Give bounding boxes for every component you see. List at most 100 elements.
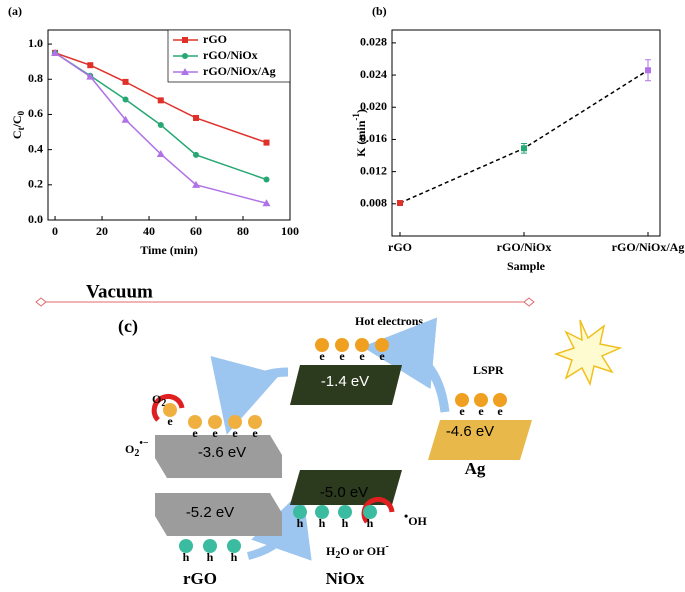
carrier <box>179 539 193 553</box>
carrier-label: e <box>459 404 465 418</box>
slab <box>155 435 282 478</box>
slab <box>428 420 532 460</box>
x-tick-label: 40 <box>143 224 155 238</box>
level-label: -5.2 eV <box>186 504 234 521</box>
carrier-label: e <box>359 349 365 363</box>
y-axis-label-part: K (min <box>354 120 368 157</box>
arrow <box>362 317 450 413</box>
lspr-label: LSPR <box>473 363 504 377</box>
x-axis-label: Time (min) <box>140 243 197 257</box>
vacuum-end <box>35 297 535 307</box>
level-label: -5.0 eV <box>320 484 368 501</box>
legend-marker <box>182 53 188 59</box>
carrier <box>293 505 307 519</box>
slab <box>155 493 282 536</box>
carrier-label: e <box>167 414 173 428</box>
data-point <box>262 199 271 207</box>
x-axis-label: Sample <box>507 259 546 273</box>
carrier <box>363 505 377 519</box>
carrier-label: e <box>497 404 503 418</box>
x-tick-label: rGO <box>388 240 412 254</box>
carrier <box>455 393 469 407</box>
carrier <box>375 338 389 352</box>
legend-marker <box>182 37 188 43</box>
carrier-label: e <box>379 349 385 363</box>
material-label: rGO <box>183 569 217 588</box>
y-axis-label-part: /C <box>10 115 24 128</box>
carrier <box>228 415 242 429</box>
carrier-label: h <box>367 516 374 530</box>
data-point <box>645 67 651 74</box>
data-point <box>122 96 129 103</box>
carrier-label: e <box>319 349 325 363</box>
carrier <box>315 505 329 519</box>
carrier-label: e <box>232 426 238 440</box>
legend-label: rGO/NiOx/Ag <box>203 64 276 78</box>
carrier <box>227 539 241 553</box>
carrier <box>335 338 349 352</box>
x-tick-label: 0 <box>52 224 58 238</box>
data-point <box>192 180 201 188</box>
carrier <box>208 415 222 429</box>
data-point <box>51 48 60 56</box>
data-point <box>122 78 129 85</box>
y-axis-label-part: t <box>16 127 26 130</box>
y-axis-label-part: C <box>10 130 24 139</box>
y-tick-label: 0.028 <box>360 35 387 49</box>
x-tick-label: rGO/NiOx <box>497 240 552 254</box>
x-tick-label: 60 <box>190 224 202 238</box>
chart-title: (b) <box>372 4 387 18</box>
y-axis-label-part: 0 <box>16 110 26 115</box>
data-point <box>521 145 527 152</box>
carrier-label: e <box>192 426 198 440</box>
series-line <box>399 69 649 204</box>
carrier <box>315 338 329 352</box>
series-line <box>54 52 267 144</box>
y-tick-label: 0.6 <box>28 106 43 120</box>
y-tick-label: 0.8 <box>28 71 43 85</box>
arrow <box>210 355 289 435</box>
carrier-label: h <box>207 550 214 564</box>
y-tick-label: 0.2 <box>28 177 43 191</box>
carrier <box>163 403 177 417</box>
data-point <box>157 122 164 128</box>
carrier <box>203 539 217 553</box>
y-tick-label: 0.016 <box>360 131 387 145</box>
material-label: Ag <box>465 459 486 478</box>
sun <box>553 319 623 387</box>
carrier <box>188 415 202 429</box>
carrier <box>493 393 507 407</box>
chart-title: (a) <box>8 4 22 18</box>
y-tick-label: 0.4 <box>28 141 43 155</box>
water-label: H2O or OH- <box>326 541 389 561</box>
x-tick-label: 20 <box>96 224 108 238</box>
y-axis-label: Ct/C0 <box>10 110 26 139</box>
carrier-label: e <box>252 426 258 440</box>
carrier <box>355 338 369 352</box>
slab <box>290 470 402 505</box>
data-point <box>193 114 200 121</box>
data-point <box>87 62 94 69</box>
x-tick-label: rGO/NiOx/Ag <box>612 240 685 254</box>
o2-label: O2 <box>152 392 166 410</box>
data-point <box>121 115 130 123</box>
plot-frame <box>391 29 661 237</box>
data-point <box>193 151 200 158</box>
y-axis-label: K (min-1) <box>351 109 368 157</box>
carrier <box>474 393 488 407</box>
level-label: -1.4 eV <box>321 373 369 390</box>
data-point <box>263 176 270 183</box>
y-tick-label: 0.020 <box>360 99 387 113</box>
y-tick-label: 0.0 <box>28 212 43 226</box>
redox-arrow <box>151 393 185 422</box>
y-tick-label: 0.012 <box>360 163 387 177</box>
legend-marker <box>181 68 189 75</box>
data-point <box>263 139 270 146</box>
panel-label: (c) <box>118 316 138 337</box>
level-label: -4.6 eV <box>446 423 494 440</box>
data-point <box>157 97 164 104</box>
y-tick-label: 0.008 <box>360 196 387 210</box>
data-point <box>156 150 165 158</box>
carrier <box>338 505 352 519</box>
